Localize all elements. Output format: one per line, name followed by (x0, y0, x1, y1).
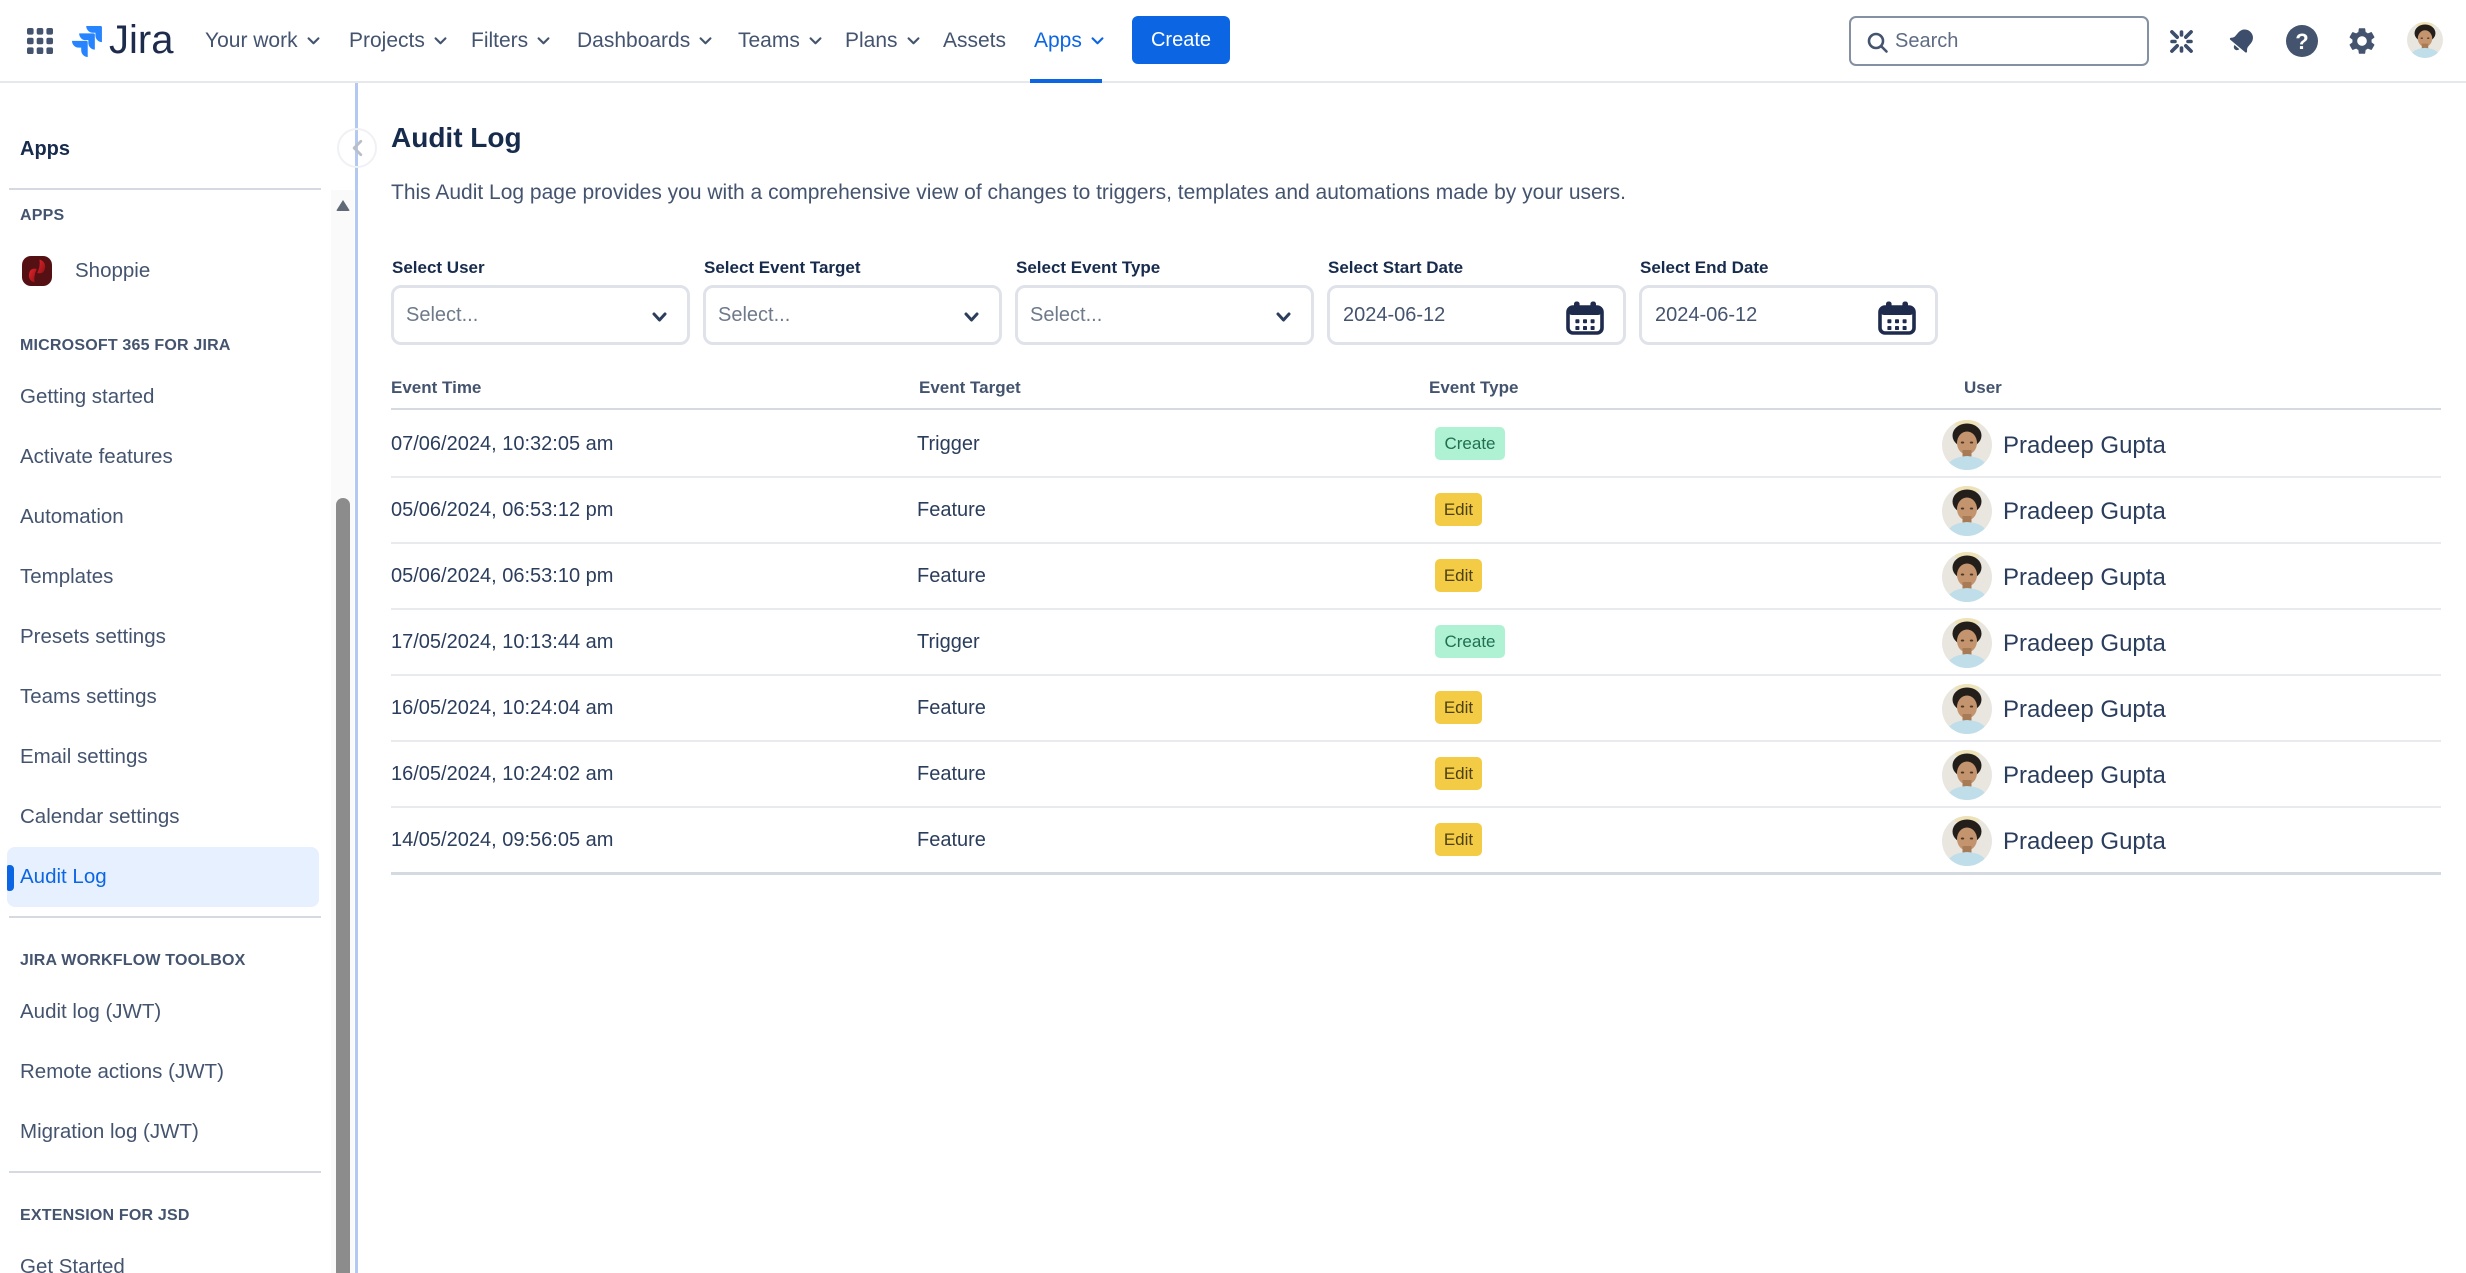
svg-text:?: ? (2295, 29, 2308, 54)
